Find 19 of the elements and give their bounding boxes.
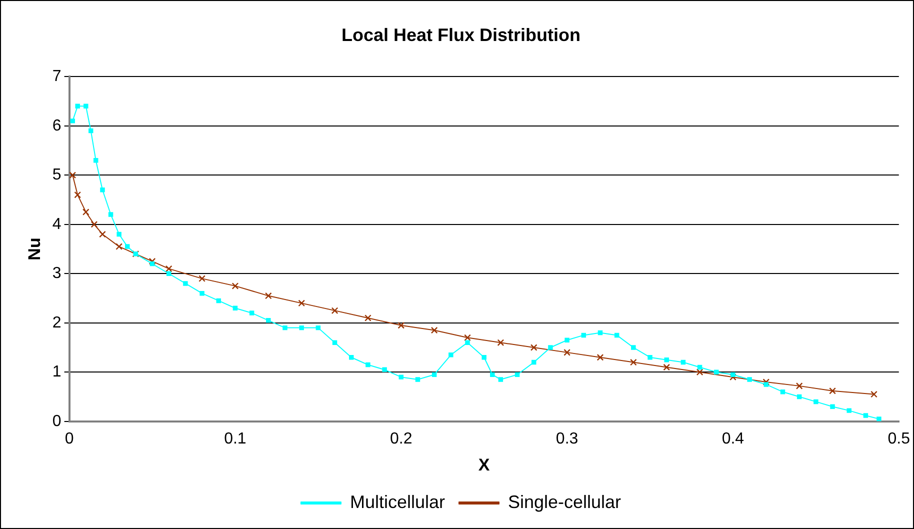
y-tick-label: 2 — [52, 314, 62, 332]
y-tick-label: 1 — [52, 364, 62, 381]
x-tick-label: 0.3 — [556, 430, 578, 448]
y-tick-label: 5 — [52, 166, 62, 184]
y-tick-label: 7 — [52, 68, 62, 86]
legend-label: Single-cellular — [508, 492, 622, 512]
x-axis-title: X — [478, 455, 490, 474]
y-tick-label: 0 — [52, 412, 62, 430]
x-tick-label: 0.5 — [888, 430, 910, 448]
x-tick-label: 0.2 — [390, 430, 412, 448]
x-tick-label: 0 — [64, 430, 74, 448]
chart-title: Local Heat Flux Distribution — [341, 24, 581, 45]
legend-label: Multicellular — [350, 492, 445, 512]
y-tick-label: 6 — [52, 117, 62, 134]
y-axis-title: Nu — [24, 238, 44, 260]
x-tick-label: 0.1 — [224, 430, 246, 448]
y-tick-label: 3 — [52, 265, 62, 282]
x-tick-label: 0.4 — [722, 430, 744, 448]
y-tick-label: 4 — [52, 216, 62, 233]
